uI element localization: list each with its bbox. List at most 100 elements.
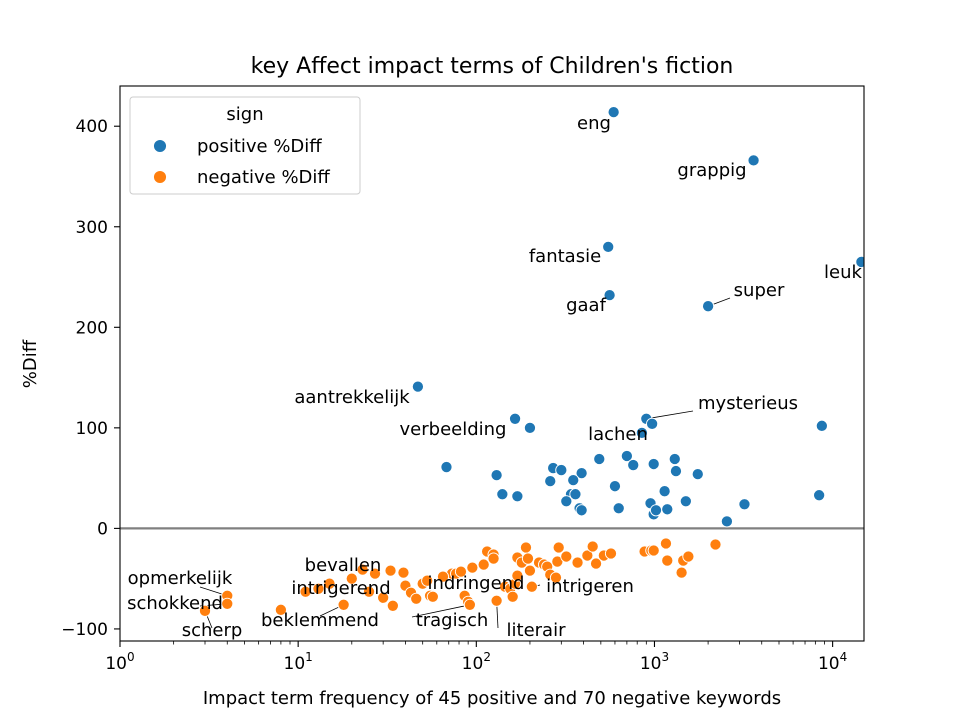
y-tick-label: 300	[76, 218, 108, 238]
legend-marker	[153, 139, 167, 153]
negative-point	[511, 569, 524, 582]
annotation-label: schokkend	[127, 593, 223, 614]
annotation-label: gaaf	[566, 295, 606, 316]
positive-point	[649, 504, 663, 517]
negative-point	[363, 585, 376, 598]
positive-point	[411, 380, 424, 393]
chart-title: key Affect impact terms of Children's fi…	[251, 54, 734, 79]
y-tick-label: −100	[61, 620, 108, 640]
annotation-label: bevallen	[305, 555, 382, 576]
negative-point	[586, 540, 599, 553]
positive-point	[661, 503, 674, 516]
annotation-label: intrigeren	[546, 576, 634, 597]
axes-frame	[119, 85, 865, 642]
negative-point	[647, 544, 660, 557]
negative-point	[454, 565, 468, 578]
negative-point	[675, 566, 688, 579]
negative-point	[377, 591, 390, 604]
annotation-label: opmerkelijk	[128, 568, 233, 589]
legend-title: sign	[226, 104, 263, 125]
negative-point	[661, 554, 674, 567]
positive-point	[668, 452, 681, 466]
positive-point	[669, 465, 683, 478]
y-tick-label: 0	[97, 519, 108, 539]
data-points	[198, 106, 864, 617]
positive-point	[855, 255, 864, 268]
positive-point	[575, 504, 588, 517]
annotation-label: beklemmend	[261, 610, 379, 631]
positive-point	[490, 469, 503, 482]
positive-point	[560, 495, 573, 508]
negative-point	[709, 538, 722, 551]
annotation-label: grappig	[677, 160, 746, 181]
annotation-label: mysterieus	[698, 393, 798, 414]
positive-point	[567, 474, 580, 487]
positive-point	[575, 467, 588, 480]
negative-point	[426, 590, 439, 603]
positive-point	[691, 468, 704, 481]
positive-point	[603, 289, 616, 302]
negative-point	[337, 598, 350, 611]
annotation-label: tragisch	[416, 610, 489, 631]
positive-point	[612, 502, 625, 515]
y-tick-label: 200	[76, 318, 108, 338]
negative-point	[525, 580, 538, 593]
positive-point	[620, 449, 633, 463]
y-tick-label: 400	[76, 117, 108, 137]
negative-point	[571, 556, 584, 569]
annotation-label: verbeelding	[400, 419, 507, 440]
negative-point	[345, 572, 358, 585]
negative-point	[521, 552, 535, 565]
positive-point	[608, 480, 621, 493]
positive-point	[738, 498, 751, 511]
positive-point	[602, 240, 615, 253]
legend-entry-label: positive %Diff	[197, 136, 322, 157]
negative-point	[466, 561, 479, 574]
negative-point	[523, 564, 536, 577]
negative-point	[552, 541, 565, 554]
positive-point	[544, 475, 557, 488]
annotation-label: literair	[507, 620, 567, 641]
y-axis-label: %Diff	[20, 339, 41, 388]
negative-point	[198, 604, 212, 617]
x-tick-label: 102	[462, 650, 491, 674]
negative-point	[384, 564, 397, 577]
positive-point	[702, 300, 715, 313]
negative-point	[410, 592, 423, 605]
annotation-label: leuk	[824, 262, 862, 283]
negative-point	[397, 566, 410, 579]
plot-area: eng grappig leuk fantasie gaaf super aantrekke…	[61, 85, 865, 674]
positive-point	[496, 488, 509, 501]
positive-point	[555, 464, 568, 477]
negative-point	[312, 582, 325, 595]
positive-point	[747, 154, 760, 167]
negative-point	[421, 574, 434, 587]
annotation-label: aantrekkelijk	[294, 387, 410, 408]
x-tick-label: 104	[818, 650, 847, 674]
negative-point	[560, 550, 573, 563]
annotation-label: fantasie	[529, 246, 601, 267]
negative-point	[506, 590, 519, 603]
legend-entry-label: negative %Diff	[197, 167, 330, 188]
positive-point	[647, 457, 660, 471]
y-tick-label: 100	[76, 419, 108, 439]
positive-point	[607, 106, 620, 119]
negative-point	[299, 585, 312, 598]
positive-point	[627, 458, 640, 472]
negative-point	[356, 563, 369, 576]
negative-point	[274, 603, 287, 616]
positive-point	[658, 485, 671, 498]
positive-point	[523, 421, 536, 434]
negative-point	[368, 567, 382, 580]
annotation-label: scherp	[182, 620, 243, 641]
x-axis-label: Impact term frequency of 45 positive and…	[203, 688, 781, 709]
positive-point	[509, 412, 522, 425]
negative-point	[519, 541, 533, 554]
negative-point	[487, 552, 500, 565]
negative-point	[323, 577, 336, 590]
positive-point	[511, 490, 524, 503]
negative-point	[477, 558, 490, 571]
positive-point	[720, 515, 733, 528]
annotation-label: lachen	[588, 424, 648, 445]
annotation-label: indringend	[428, 573, 525, 594]
